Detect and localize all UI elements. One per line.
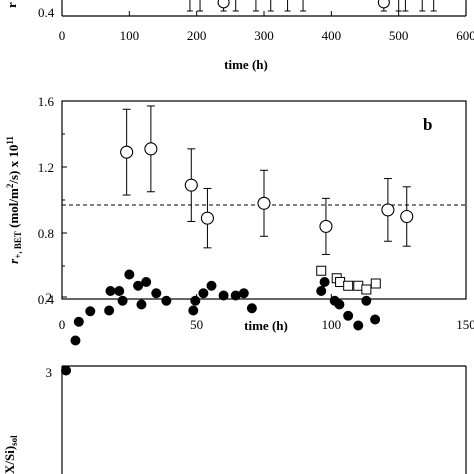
panel-a-x-tick-label: 400 [322,28,342,43]
panel-b-marker-circle [400,209,414,224]
panel-a-x-tick-label: 300 [254,28,274,43]
panel-c-filled-circle [190,295,201,306]
panel-c-filled-circle [361,295,372,306]
panel-b-x-axis-title: time (h) [244,318,288,333]
panel-a-error-bar [419,0,426,12]
panel-a-marker-circle [217,0,230,9]
panel-c-filled-circle [133,280,144,291]
panel-a-x-tick-group: 0 100 200 300 400 500 600 [59,11,474,43]
panel-c-data-points [61,265,381,376]
panel-c-open-square [343,280,354,291]
panel-b-data-point [120,108,134,196]
panel-c-filled-circle [61,365,72,376]
panel-b-marker-circle [257,196,271,210]
panel-c-open-square [361,284,372,295]
panel-c-y-tick-label: 2 [46,290,53,305]
panel-a-error-bar [300,0,307,12]
panel-c-filled-circle [230,290,241,301]
panel-a-x-tick-label: 0 [59,28,66,43]
panel-c-filled-circle [70,335,81,346]
panel-a-data-points [186,0,437,12]
panel-c-filled-circle [238,288,249,299]
panel-a-y-tick-label: 0.4 [38,5,55,20]
panel-b-marker-circle [144,142,158,156]
panel-b-marker-circle [184,178,198,192]
panel-c-y-tick-label: 3 [46,365,53,380]
panel-a-error-bar [430,0,437,12]
panel-b-y-tick-label: 0.4 [38,292,55,307]
panel-b-data-point [184,148,198,222]
panel-a-error-bar [402,0,409,12]
panel-a-marker-circle [377,0,390,9]
panel-b-x-tick-label: 100 [322,317,342,332]
panel-b-data-point [400,186,414,247]
panel-b-data-point [144,105,158,193]
panel-c-filled-circle [114,286,125,296]
panel-a-error-bar [395,0,402,12]
panel-a-x-tick-label: 200 [187,28,207,43]
panel-b-x-tick-label: 50 [190,317,203,332]
panel-b-marker-circle [319,219,333,233]
panel-c-open-square [316,265,327,276]
panel-c-y-axis-label-fragment: X/Si)sol [2,435,19,474]
panel-c-filled-circle [73,316,84,327]
panel-a-point-open-circle [377,0,390,12]
panel-b-y-tick-label: 1.6 [38,94,55,109]
panel-b-letter: b [423,115,432,134]
panel-b-data-point [257,169,271,237]
panel-b-data-points [120,105,414,255]
panel-c-filled-circle [188,305,199,316]
panel-a-error-bar [284,0,291,12]
panel-b-data-point [319,197,333,255]
panel-b-data-point [381,178,395,242]
panel-c-filled-circle [343,310,354,321]
panel-b-y-tick-label: 1.2 [38,160,54,175]
panel-c-filled-circle [104,305,115,316]
panel-a-x-tick-label: 500 [389,28,409,43]
panel-c-filled-circle [218,290,229,301]
panel-c-filled-circle [319,277,330,287]
panel-c-filled-circle [136,299,147,310]
panel-c-filled-circle [246,303,257,314]
panel-c-filled-circle [117,295,128,306]
panel-a-x-tick-label: 100 [120,28,140,43]
panel-c-ratio-plot: 3 2 X/Si)sol [2,265,467,474]
panel-a-point-open-circle [217,0,230,12]
panel-b-marker-circle [381,203,395,217]
panel-c-open-square [370,278,381,289]
panel-b-x-tick-label: 150 [456,317,474,332]
panel-c-filled-circle [198,288,209,299]
panel-c-filled-circle [370,314,381,325]
panel-c-filled-circle [206,280,217,291]
panel-b-tick-group: 0 50 100 150 0.4 0.8 1.2 1.6 [38,94,474,332]
panel-c-filled-circle [353,320,364,331]
panel-a-error-bar [232,0,239,12]
panel-a-error-bar [267,0,274,12]
panel-c-filled-circle [85,306,96,317]
panel-b-x-tick-label: 0 [59,317,66,332]
panel-a-error-bar [252,0,259,12]
panel-c-filled-circle [316,286,327,296]
panel-c-filled-circle [124,269,135,280]
panel-a-x-axis-title: time (h) [224,57,268,72]
panel-a-error-bar [197,0,204,12]
panel-b-data-point [200,187,214,249]
panel-b-y-axis-title: r+, BET (mol/m2/s) x 1011 [5,136,23,264]
panel-c-filled-circle [105,286,116,296]
panel-b-marker-circle [200,211,214,225]
panel-a-time-series: 0 100 200 300 400 500 600 0.4 r time (h) [4,0,474,72]
panel-c-filled-circle [151,288,162,299]
panel-a-x-tick-label: 600 [456,28,474,43]
panel-a-y-axis-label-fragment: r [4,2,19,8]
panel-b-rate-plot: 0 50 100 150 0.4 0.8 1.2 1.6 b time (h) r+, BET… [5,94,474,333]
panel-c-filled-circle [334,299,345,310]
panel-a-error-bar [186,0,193,12]
panel-c-filled-circle [141,277,152,287]
panel-b-marker-circle [120,145,134,159]
panel-b-y-tick-label: 0.8 [38,226,54,241]
panel-c-filled-circle [161,295,172,306]
